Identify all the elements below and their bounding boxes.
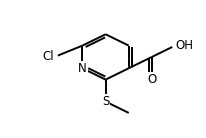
Text: Cl: Cl <box>43 50 54 63</box>
Text: N: N <box>78 62 87 75</box>
Text: O: O <box>147 73 157 86</box>
Text: S: S <box>102 95 109 108</box>
Text: OH: OH <box>175 39 193 52</box>
